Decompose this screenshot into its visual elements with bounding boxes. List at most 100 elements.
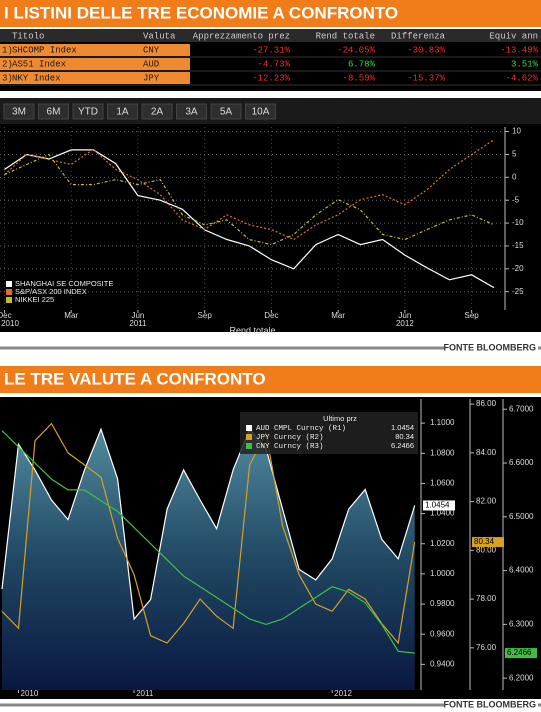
ticker: SHCOMP Index bbox=[12, 45, 77, 55]
x-axis-label: Rend totale bbox=[229, 325, 275, 335]
cell: 6.78% bbox=[348, 59, 376, 69]
range-button-label[interactable]: 6M bbox=[47, 107, 61, 118]
y-tick-label: 1.0000 bbox=[430, 569, 455, 578]
x-tick-label: Dec bbox=[0, 311, 12, 320]
y-tick-label: 1.0800 bbox=[430, 448, 455, 457]
x-year-label: 2011 bbox=[129, 319, 147, 328]
y-tick-label: -20 bbox=[512, 264, 524, 273]
last-value-tag bbox=[505, 648, 537, 659]
chart-bg bbox=[0, 124, 541, 332]
range-button[interactable] bbox=[245, 103, 276, 120]
section-title: LE TRE VALUTE A CONFRONTO bbox=[4, 369, 266, 388]
x-tick-label: Jun bbox=[131, 311, 144, 320]
legend-value: 6.2466 bbox=[391, 441, 414, 450]
column-header: Titolo bbox=[12, 31, 44, 41]
series-line bbox=[1, 427, 416, 621]
legend-swatch bbox=[246, 425, 252, 431]
range-button[interactable] bbox=[72, 103, 104, 120]
section-title: I LISTINI DELLE TRE ECONOMIE A CONFRONTO bbox=[4, 3, 398, 22]
range-button[interactable] bbox=[176, 103, 207, 120]
column-header: Equiv ann bbox=[489, 31, 538, 41]
cell: AUD bbox=[143, 59, 159, 69]
legend-title: Ultimo prz bbox=[323, 414, 357, 423]
legend-label: JPY Curncy (R2) bbox=[256, 434, 324, 442]
legend-swatch bbox=[6, 297, 12, 303]
column-header: Apprezzamento prez bbox=[193, 31, 290, 41]
range-button-label[interactable]: 5A bbox=[220, 107, 233, 118]
legend-label: SHANGHAI SE COMPOSITE bbox=[15, 279, 113, 288]
cell: -30.83% bbox=[407, 45, 445, 55]
range-button-label[interactable]: 3M bbox=[12, 107, 26, 118]
row-highlight bbox=[0, 44, 190, 56]
x-tick-label: Sep bbox=[465, 311, 480, 320]
cell: 3.51% bbox=[511, 59, 539, 69]
y-tick-label: 6.7000 bbox=[509, 404, 534, 413]
y-tick-label: 0.9600 bbox=[430, 629, 455, 638]
cell: -15.37% bbox=[407, 73, 445, 83]
cell: -4.62% bbox=[506, 73, 539, 83]
range-button-label[interactable]: 1A bbox=[116, 107, 129, 118]
y-tick-label: 1.0200 bbox=[430, 539, 455, 548]
row-number: 3) bbox=[2, 73, 13, 83]
range-button[interactable] bbox=[38, 103, 69, 120]
source: FONTE BLOOMBERG bbox=[444, 342, 537, 352]
range-button-label[interactable]: 10A bbox=[252, 107, 270, 118]
range-button[interactable] bbox=[107, 103, 138, 120]
column-header: Valuta bbox=[143, 31, 176, 41]
y-tick-label: 76.00 bbox=[476, 643, 497, 652]
x-tick-label: 2012 bbox=[334, 689, 352, 698]
range-button[interactable] bbox=[3, 103, 35, 120]
last-value-tag bbox=[472, 537, 504, 548]
y-tick-label: 5 bbox=[512, 150, 517, 159]
range-button-label[interactable]: YTD bbox=[78, 107, 98, 118]
y-tick-label: 6.4000 bbox=[509, 566, 534, 575]
cell: JPY bbox=[143, 73, 160, 83]
range-button-label[interactable]: 2A bbox=[151, 107, 164, 118]
section-header-bg bbox=[0, 0, 541, 27]
y-tick-label: 0.9800 bbox=[430, 599, 455, 608]
range-button-label[interactable]: 3A bbox=[185, 107, 198, 118]
source: FONTE BLOOMBERG bbox=[444, 699, 537, 709]
y-tick-label: -25 bbox=[512, 287, 524, 296]
footer-bg bbox=[444, 699, 538, 711]
cell: -4.73% bbox=[258, 59, 291, 69]
series-line bbox=[1, 430, 415, 654]
row-highlight bbox=[0, 58, 190, 70]
y-tick-label: 0.9400 bbox=[430, 659, 455, 668]
cell: -8.59% bbox=[343, 73, 376, 83]
row-highlight bbox=[0, 72, 190, 84]
y-tick-label: 6.2000 bbox=[509, 673, 534, 682]
legend-swatch bbox=[6, 289, 12, 295]
y-tick-label: 80.00 bbox=[476, 545, 497, 554]
y-tick-label: 82.00 bbox=[476, 497, 497, 506]
column-header: Rend totale bbox=[316, 31, 375, 41]
series-line bbox=[3, 139, 495, 241]
section-header-bg bbox=[0, 366, 541, 393]
column-header: Differenza bbox=[391, 31, 446, 41]
legend-label: CNY Curncy (R3) bbox=[256, 443, 324, 451]
row-number: 2) bbox=[2, 59, 13, 69]
table-header-bg bbox=[0, 29, 541, 42]
legend-swatch bbox=[246, 443, 252, 449]
legend-value: 1.0454 bbox=[391, 423, 414, 432]
ticker: NKY Index bbox=[12, 73, 61, 83]
series-line bbox=[4, 149, 495, 289]
range-button[interactable] bbox=[141, 103, 173, 120]
series-line bbox=[1, 422, 416, 645]
ticker: AS51 Index bbox=[12, 59, 66, 69]
x-year-label: 2010 bbox=[1, 319, 19, 328]
y-tick-label: 10 bbox=[512, 127, 521, 136]
range-button[interactable] bbox=[210, 103, 242, 120]
legend-value: 80.34 bbox=[395, 432, 414, 441]
y-tick-label: 6.6000 bbox=[509, 458, 534, 467]
y-tick-label: 6.5000 bbox=[509, 512, 534, 521]
x-year-label: 2012 bbox=[396, 319, 414, 328]
y-tick-label: 78.00 bbox=[476, 594, 497, 603]
legend-box bbox=[240, 412, 418, 454]
cell: -24.05% bbox=[337, 45, 375, 55]
x-tick-label: Dec bbox=[264, 311, 278, 320]
legend-swatch bbox=[246, 434, 252, 440]
y-tick-label: 6.3000 bbox=[509, 619, 534, 628]
y-tick-label: 86.00 bbox=[476, 399, 497, 408]
